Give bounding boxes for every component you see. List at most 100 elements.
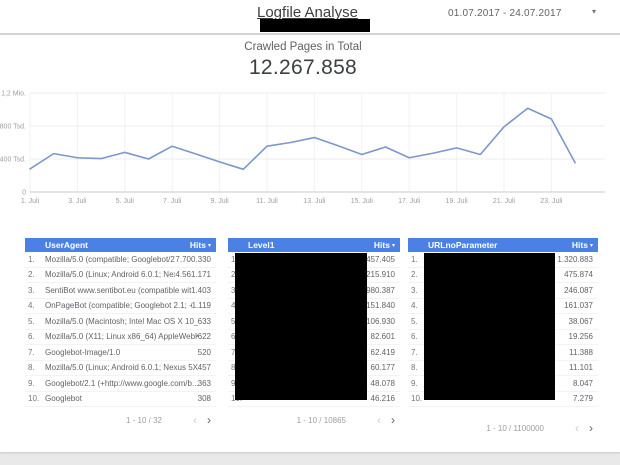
redaction-box	[424, 253, 555, 400]
next-page-icon[interactable]: ›	[589, 421, 593, 435]
row-dimension-value: Googlebot-Image/1.0	[45, 347, 121, 357]
row-hits-value: 161.037	[564, 301, 593, 311]
row-number: 7.	[28, 347, 35, 357]
row-dimension-value: Mozilla/5.0 (compatible; Googlebot/2.1; …	[45, 254, 175, 264]
svg-text:13. Juli: 13. Juli	[303, 198, 326, 205]
pagination-range-label: 1 - 10 / 32	[125, 415, 162, 425]
row-hits-value: 1.320.883	[557, 254, 593, 264]
row-hits-value: 475.874	[564, 270, 593, 280]
row-hits-value: 60.177	[370, 363, 395, 373]
prev-page-icon[interactable]: ‹	[575, 421, 579, 435]
row-number: 1.	[228, 255, 248, 264]
svg-text:1,2 Mio.: 1,2 Mio.	[1, 91, 26, 98]
column-header-hits[interactable]: Hits ▾	[190, 240, 216, 250]
page-title: Logfile Analyse	[257, 4, 358, 21]
svg-text:19. Juli: 19. Juli	[446, 198, 469, 205]
svg-text:3. Juli: 3. Juli	[68, 198, 87, 205]
svg-text:1. Juli: 1. Juli	[21, 198, 40, 205]
svg-text:17. Juli: 17. Juli	[398, 198, 421, 205]
row-number: 6.	[228, 332, 248, 341]
row-number: 9.	[228, 379, 248, 388]
table-row: 4. OnPageBot (compatible; Googlebot 2.1; …	[25, 299, 216, 314]
row-dimension-value: SentiBot www.sentibot.eu (compatible wit…	[45, 285, 191, 295]
svg-text:7. Juli: 7. Juli	[163, 198, 182, 205]
svg-text:9. Juli: 9. Juli	[210, 198, 229, 205]
row-dimension-value: Mozilla/5.0 (X11; Linux x86_64) AppleWeb…	[45, 332, 198, 342]
row-number: 5.	[411, 316, 418, 326]
report-header: Logfile Analyse 01.07.2017 - 24.07.2017 …	[0, 0, 620, 35]
row-number: 4.	[411, 301, 418, 311]
row-hits-value: 11.388	[569, 347, 593, 357]
row-hits-value: 62.419	[370, 347, 395, 357]
row-hits-value: 2.215.910	[359, 270, 395, 280]
hits-header-label: Hits	[571, 240, 588, 250]
svg-text:400 Tsd.: 400 Tsd.	[0, 157, 26, 164]
row-hits-value: 151.840	[366, 301, 395, 311]
row-hits-value: 308	[197, 394, 211, 404]
row-hits-value: 633	[197, 316, 211, 326]
column-header-level1[interactable]: Level1	[248, 240, 275, 250]
svg-text:5. Juli: 5. Juli	[116, 198, 135, 205]
pagination-urlnoparameter: 1 - 10 / 1100000 ‹ ›	[408, 421, 598, 435]
column-header-hits[interactable]: Hits ▾	[374, 240, 400, 250]
table-header-row: Level1 Hits ▾	[228, 238, 400, 252]
table-row: 3. SentiBot www.sentibot.eu (compatible w…	[25, 283, 216, 299]
row-hits-value: 520	[197, 347, 211, 357]
row-hits-value: 8.047	[572, 378, 593, 388]
table-header-row: UserAgent Hits ▾	[25, 238, 216, 252]
column-header-useragent[interactable]: UserAgent	[45, 240, 88, 250]
table-body: 1. Mozilla/5.0 (compatible; Googlebot/2.1…	[25, 252, 216, 407]
report-canvas: Logfile Analyse 01.07.2017 - 24.07.2017 …	[0, 0, 620, 452]
row-number: 4.	[228, 301, 248, 310]
row-number: 10.	[28, 394, 40, 404]
next-page-icon[interactable]: ›	[207, 413, 211, 427]
row-hits-value: 4.561.171	[175, 270, 211, 280]
row-hits-value: 11.101	[569, 363, 593, 373]
table-row: 8. Mozilla/5.0 (Linux; Android 6.0.1; Nex…	[25, 361, 216, 376]
row-number: 7.	[228, 348, 248, 357]
sort-desc-icon: ▾	[207, 243, 211, 249]
sort-desc-icon: ▾	[391, 243, 395, 249]
table-row: 9. Googlebot/2.1 (+http://www.google.com/…	[25, 376, 216, 392]
next-page-icon[interactable]: ›	[391, 413, 395, 427]
row-hits-value: 48.078	[370, 378, 395, 388]
scorecard-label: Crawled Pages in Total	[244, 41, 362, 53]
table-row: 10. Googlebot 308	[25, 392, 216, 407]
row-number: 5.	[228, 317, 248, 326]
row-number: 4.	[28, 301, 35, 311]
table-row: 2. Mozilla/5.0 (Linux; Android 6.0.1; Nex…	[25, 268, 216, 283]
hits-line-chart: 1,2 Mio. 800 Tsd. 400 Tsd. 01. Juli 3. Juli 5…	[0, 91, 605, 205]
table-row: 10. 7.279	[408, 392, 598, 407]
row-hits-value: 1.403	[190, 285, 211, 295]
pagination-range-label: 1 - 10 / 1100000	[486, 423, 544, 433]
prev-page-icon[interactable]: ‹	[377, 413, 381, 427]
row-dimension-value: Mozilla/5.0 (Macintosh; Intel Mac OS X 1…	[45, 316, 198, 326]
row-hits-value: 1.119	[191, 301, 211, 311]
row-hits-value: 363	[197, 378, 211, 388]
row-number: 6.	[411, 332, 418, 342]
table-row: 1. Mozilla/5.0 (compatible; Googlebot/2.1…	[25, 252, 216, 268]
chevron-down-icon[interactable]: ▾	[592, 7, 597, 16]
row-number: 9.	[28, 378, 35, 388]
row-number: 9.	[411, 378, 418, 388]
row-hits-value: 457	[197, 363, 211, 373]
row-number: 8.	[228, 363, 248, 372]
row-dimension-value: Googlebot	[45, 394, 82, 404]
row-number: 8.	[411, 363, 418, 373]
row-hits-value: 980.387	[366, 285, 395, 295]
row-hits-value: 7.279	[572, 394, 593, 404]
date-range-control[interactable]: 01.07.2017 - 24.07.2017	[448, 8, 562, 19]
row-number: 3.	[228, 286, 248, 295]
row-dimension-value: Mozilla/5.0 (Linux; Android 6.0.1; Nexus…	[45, 270, 175, 280]
row-number: 2.	[411, 270, 418, 280]
row-number: 2.	[28, 270, 35, 280]
row-hits-value: 106.930	[366, 316, 395, 326]
svg-text:21. Juli: 21. Juli	[493, 198, 516, 205]
column-header-urlnoparameter[interactable]: URLnoParameter	[428, 240, 498, 250]
row-hits-value: 46.216	[370, 394, 395, 404]
prev-page-icon[interactable]: ‹	[193, 413, 197, 427]
row-hits-value: 6.457.405	[359, 254, 395, 264]
column-header-hits[interactable]: Hits ▾	[572, 240, 598, 250]
pagination-useragent: 1 - 10 / 32 ‹ ›	[25, 413, 216, 427]
